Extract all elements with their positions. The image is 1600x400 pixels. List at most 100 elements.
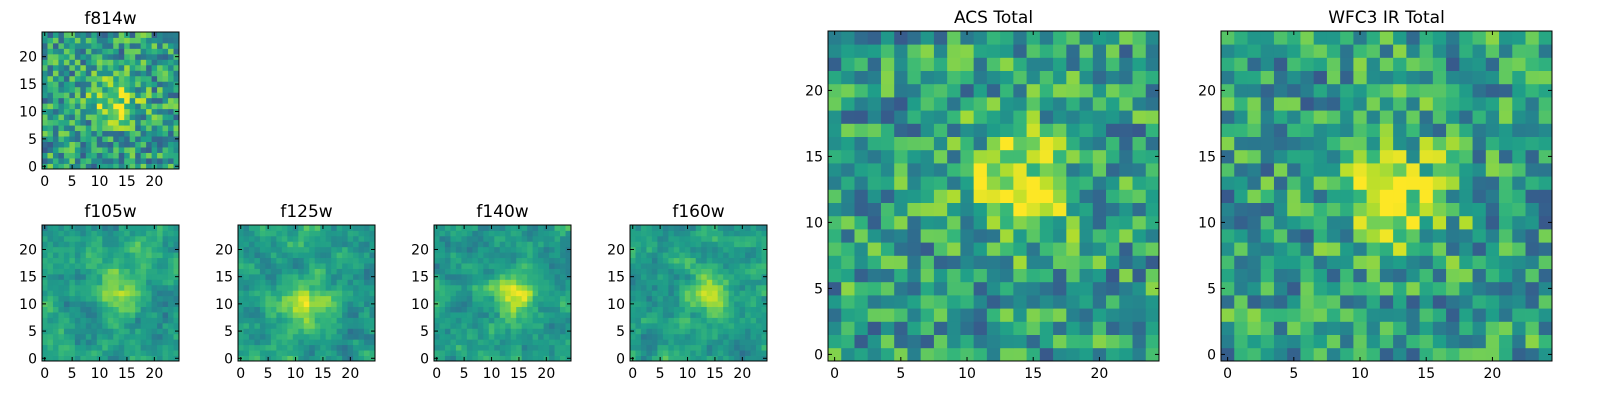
heatmap-cell bbox=[342, 306, 348, 313]
heatmap-cell bbox=[1340, 70, 1354, 85]
heatmap-cell bbox=[986, 57, 1001, 71]
heatmap-cell bbox=[690, 322, 697, 329]
heatmap-cell bbox=[1145, 57, 1160, 71]
heatmap-cell bbox=[646, 241, 653, 248]
heatmap-cell bbox=[173, 306, 180, 313]
heatmap-cell bbox=[74, 125, 81, 132]
heatmap-cell bbox=[102, 147, 109, 153]
heatmap-cell bbox=[483, 317, 490, 324]
heatmap-cell bbox=[292, 284, 299, 291]
heatmap-cell bbox=[521, 284, 528, 291]
heatmap-cell bbox=[734, 225, 740, 231]
heatmap-cell bbox=[668, 235, 675, 242]
heatmap-cell bbox=[173, 257, 180, 264]
heatmap-cell bbox=[102, 125, 109, 132]
heatmap-cell bbox=[1472, 215, 1487, 230]
heatmap-cell bbox=[527, 263, 534, 269]
heatmap-cell bbox=[135, 42, 142, 49]
heatmap-cell bbox=[854, 176, 869, 190]
heatmap-cell bbox=[303, 306, 310, 313]
heatmap-cell bbox=[1472, 149, 1487, 164]
heatmap-cell bbox=[107, 252, 114, 259]
heatmap-cell bbox=[140, 158, 147, 164]
heatmap-cell bbox=[91, 86, 98, 93]
heatmap-cell bbox=[102, 64, 109, 71]
heatmap-cell bbox=[1273, 229, 1288, 243]
heatmap-cell bbox=[118, 64, 125, 71]
heatmap-cell bbox=[1419, 255, 1434, 269]
heatmap-cell bbox=[74, 97, 81, 104]
heatmap-cell bbox=[679, 333, 686, 340]
heatmap-cell bbox=[1512, 163, 1526, 177]
heatmap-cell bbox=[1039, 295, 1054, 309]
heatmap-cell bbox=[706, 322, 713, 329]
heatmap-cell bbox=[58, 141, 65, 148]
heatmap-cell bbox=[712, 306, 719, 313]
heatmap-cell bbox=[488, 344, 495, 351]
heatmap-cell bbox=[265, 252, 272, 259]
heatmap-cell bbox=[1459, 97, 1473, 111]
heatmap-cell bbox=[298, 328, 305, 335]
heatmap-cell bbox=[168, 295, 174, 302]
heatmap-cell bbox=[1326, 70, 1341, 85]
heatmap-cell bbox=[1393, 136, 1407, 151]
heatmap-cell bbox=[1221, 242, 1235, 256]
y-tick-label: 15 bbox=[19, 270, 37, 286]
heatmap-cell bbox=[1221, 136, 1235, 151]
heatmap-cell bbox=[933, 149, 948, 164]
heatmap-cell bbox=[466, 312, 473, 318]
heatmap-cell bbox=[684, 257, 691, 264]
heatmap-cell bbox=[472, 268, 479, 275]
heatmap-cell bbox=[521, 295, 528, 302]
heatmap-cell bbox=[1366, 57, 1381, 71]
heatmap-cell bbox=[129, 241, 136, 248]
heatmap-cell bbox=[63, 125, 70, 132]
y-tick-label: 5 bbox=[814, 281, 823, 297]
heatmap-cell bbox=[358, 306, 365, 313]
heatmap-cell bbox=[129, 136, 136, 142]
heatmap-cell bbox=[1221, 308, 1235, 322]
heatmap-cell bbox=[828, 136, 842, 151]
heatmap-cell bbox=[124, 125, 131, 132]
heatmap-cell bbox=[1393, 229, 1407, 243]
heatmap-cell bbox=[69, 64, 76, 71]
heatmap-cell bbox=[695, 306, 702, 313]
heatmap-cell bbox=[347, 295, 354, 302]
heatmap-cell bbox=[867, 321, 882, 335]
heatmap-cell bbox=[439, 273, 446, 280]
heatmap-cell bbox=[314, 322, 321, 329]
heatmap-cell bbox=[505, 290, 512, 297]
heatmap-cell bbox=[287, 312, 294, 318]
heatmap-cell bbox=[894, 215, 908, 230]
heatmap-cell bbox=[657, 317, 664, 324]
heatmap-cell bbox=[157, 328, 163, 335]
heatmap-cell bbox=[1300, 202, 1315, 217]
heatmap-cell bbox=[701, 350, 708, 356]
heatmap-cell bbox=[1485, 83, 1500, 98]
heatmap-cell bbox=[173, 141, 180, 148]
heatmap-cell bbox=[1013, 334, 1027, 349]
heatmap-cell bbox=[146, 333, 152, 340]
heatmap-cell bbox=[243, 290, 250, 297]
heatmap-cell bbox=[679, 339, 686, 346]
x-tick-label: 0 bbox=[40, 366, 49, 382]
heatmap-cell bbox=[168, 163, 174, 170]
heatmap-cell bbox=[439, 268, 446, 275]
heatmap-cell bbox=[472, 306, 479, 313]
heatmap-cell bbox=[298, 344, 305, 351]
heatmap-cell bbox=[662, 306, 669, 313]
heatmap-cell bbox=[69, 42, 76, 49]
heatmap-cell bbox=[63, 86, 70, 93]
heatmap-cell bbox=[761, 252, 768, 259]
heatmap-cell bbox=[734, 344, 740, 351]
heatmap-cell bbox=[543, 279, 550, 286]
heatmap-cell bbox=[973, 189, 988, 203]
heatmap-cell bbox=[173, 295, 180, 302]
heatmap-cell bbox=[1145, 123, 1160, 137]
heatmap-cell bbox=[287, 241, 294, 248]
heatmap-cell bbox=[331, 301, 338, 307]
heatmap-cell bbox=[303, 322, 310, 329]
heatmap-cell bbox=[1499, 83, 1513, 98]
heatmap-cell bbox=[828, 215, 842, 230]
heatmap-cell bbox=[1026, 136, 1041, 151]
